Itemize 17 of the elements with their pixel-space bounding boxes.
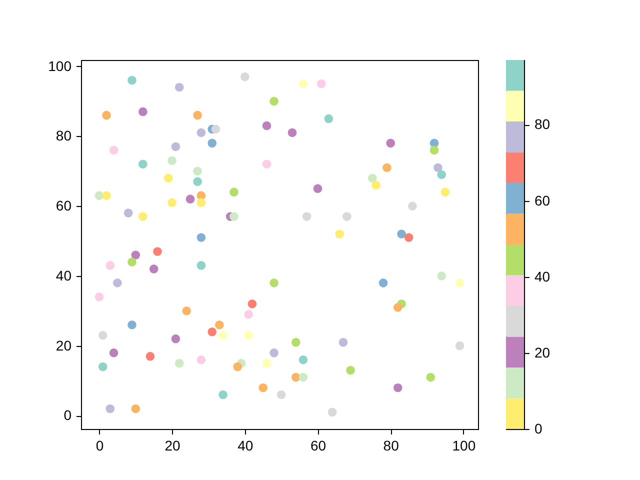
x-tick-label: 80 [383,438,400,454]
color-bar-label: 0 [534,420,542,436]
x-tick-label: 100 [452,438,476,454]
y-tick-label: 40 [56,267,72,284]
color-bar-label: 40 [534,268,550,284]
y-tick-label: 20 [56,337,72,354]
y-tick-label: 0 [64,407,72,424]
y-tick-label: 60 [56,198,72,214]
color-bar-label: 60 [534,192,550,208]
x-tick-label: 0 [96,438,104,454]
x-tick-label: 20 [164,438,181,454]
y-tick-label: 80 [56,128,72,144]
x-tick-label: 60 [310,438,326,454]
y-tick-label: 100 [48,58,72,74]
color-bar-label: 80 [534,116,550,132]
color-bar-label: 20 [534,344,550,360]
x-tick-label: 40 [238,438,254,454]
